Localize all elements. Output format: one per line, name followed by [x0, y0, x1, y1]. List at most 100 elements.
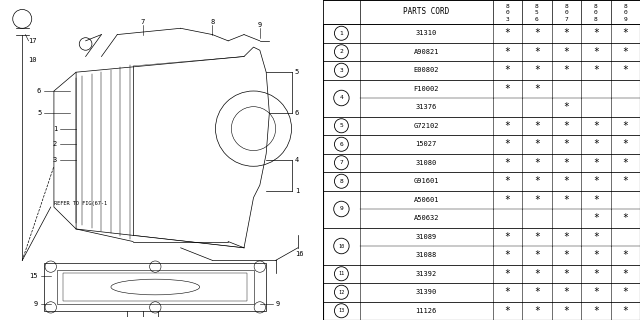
Text: *: * [563, 121, 570, 131]
Text: *: * [622, 176, 628, 186]
Text: *: * [534, 269, 540, 279]
Text: 3: 3 [53, 157, 57, 163]
Text: 8: 8 [506, 4, 509, 9]
Text: A50632: A50632 [413, 215, 439, 221]
Text: *: * [593, 176, 599, 186]
Text: *: * [622, 213, 628, 223]
Text: *: * [622, 287, 628, 297]
Text: *: * [622, 269, 628, 279]
Bar [44, 263, 266, 310]
Text: *: * [622, 158, 628, 168]
Text: 31376: 31376 [415, 104, 436, 110]
Text: 7: 7 [564, 17, 568, 22]
Text: 9: 9 [258, 22, 262, 28]
Text: F10002: F10002 [413, 86, 439, 92]
Text: 8: 8 [340, 179, 343, 184]
Text: *: * [563, 47, 570, 57]
Text: 11126: 11126 [415, 308, 436, 314]
Text: *: * [593, 195, 599, 205]
Text: 31392: 31392 [415, 271, 436, 277]
Text: *: * [563, 176, 570, 186]
Text: 8: 8 [210, 19, 214, 25]
Text: 1: 1 [340, 31, 343, 36]
Text: 2: 2 [53, 141, 57, 147]
Text: *: * [534, 28, 540, 38]
Text: *: * [534, 306, 540, 316]
Text: 10: 10 [29, 57, 37, 63]
Text: *: * [534, 195, 540, 205]
Text: 15027: 15027 [415, 141, 436, 147]
Text: *: * [563, 28, 570, 38]
Text: 17: 17 [29, 38, 37, 44]
Text: *: * [534, 47, 540, 57]
Text: *: * [593, 139, 599, 149]
Text: 0: 0 [506, 10, 509, 15]
Text: PARTS CORD: PARTS CORD [403, 7, 449, 17]
Text: *: * [504, 28, 510, 38]
Text: *: * [593, 121, 599, 131]
Text: *: * [593, 28, 599, 38]
Text: *: * [534, 84, 540, 94]
Text: 9: 9 [276, 301, 280, 307]
Text: 31390: 31390 [415, 289, 436, 295]
Text: 13: 13 [339, 308, 344, 313]
Text: *: * [504, 65, 510, 75]
Text: 4: 4 [294, 157, 299, 163]
Text: 7: 7 [340, 160, 343, 165]
Text: 31310: 31310 [415, 30, 436, 36]
Text: *: * [534, 139, 540, 149]
Text: 31089: 31089 [415, 234, 436, 240]
Text: 1: 1 [53, 126, 57, 132]
Text: 12: 12 [339, 290, 344, 295]
Text: 8: 8 [594, 17, 598, 22]
Text: 3: 3 [506, 17, 509, 22]
Text: G91601: G91601 [413, 178, 439, 184]
Text: 6: 6 [535, 17, 539, 22]
Text: *: * [504, 287, 510, 297]
Text: 4: 4 [340, 95, 343, 100]
Text: 8: 8 [535, 4, 539, 9]
Text: 6: 6 [37, 88, 41, 94]
Text: 2: 2 [340, 49, 343, 54]
Text: 5: 5 [340, 123, 343, 128]
Text: *: * [593, 306, 599, 316]
Text: 7: 7 [141, 19, 145, 25]
Text: *: * [563, 158, 570, 168]
Text: *: * [504, 84, 510, 94]
Text: 0: 0 [564, 10, 568, 15]
Text: *: * [622, 250, 628, 260]
Text: *: * [563, 269, 570, 279]
Text: *: * [622, 65, 628, 75]
Text: 31088: 31088 [415, 252, 436, 258]
Text: 8: 8 [623, 4, 627, 9]
Text: *: * [622, 139, 628, 149]
Text: *: * [534, 121, 540, 131]
Text: 9: 9 [623, 17, 627, 22]
Text: *: * [563, 65, 570, 75]
Text: 0: 0 [623, 10, 627, 15]
Text: *: * [534, 250, 540, 260]
Text: *: * [504, 139, 510, 149]
Text: 0: 0 [594, 10, 598, 15]
Text: G72102: G72102 [413, 123, 439, 129]
Text: *: * [593, 213, 599, 223]
Text: 5: 5 [37, 110, 41, 116]
Text: *: * [593, 47, 599, 57]
Text: *: * [504, 250, 510, 260]
Text: *: * [563, 306, 570, 316]
Text: *: * [504, 232, 510, 242]
Text: *: * [593, 287, 599, 297]
Text: *: * [622, 47, 628, 57]
Text: *: * [563, 287, 570, 297]
Text: 10: 10 [339, 244, 344, 249]
Text: *: * [622, 28, 628, 38]
Text: 6: 6 [340, 142, 343, 147]
Text: *: * [504, 47, 510, 57]
Text: 9: 9 [340, 206, 343, 212]
Text: 9: 9 [34, 301, 38, 307]
Text: *: * [593, 232, 599, 242]
Text: *: * [504, 269, 510, 279]
Text: 1: 1 [294, 188, 299, 194]
Text: *: * [593, 269, 599, 279]
Text: *: * [563, 250, 570, 260]
